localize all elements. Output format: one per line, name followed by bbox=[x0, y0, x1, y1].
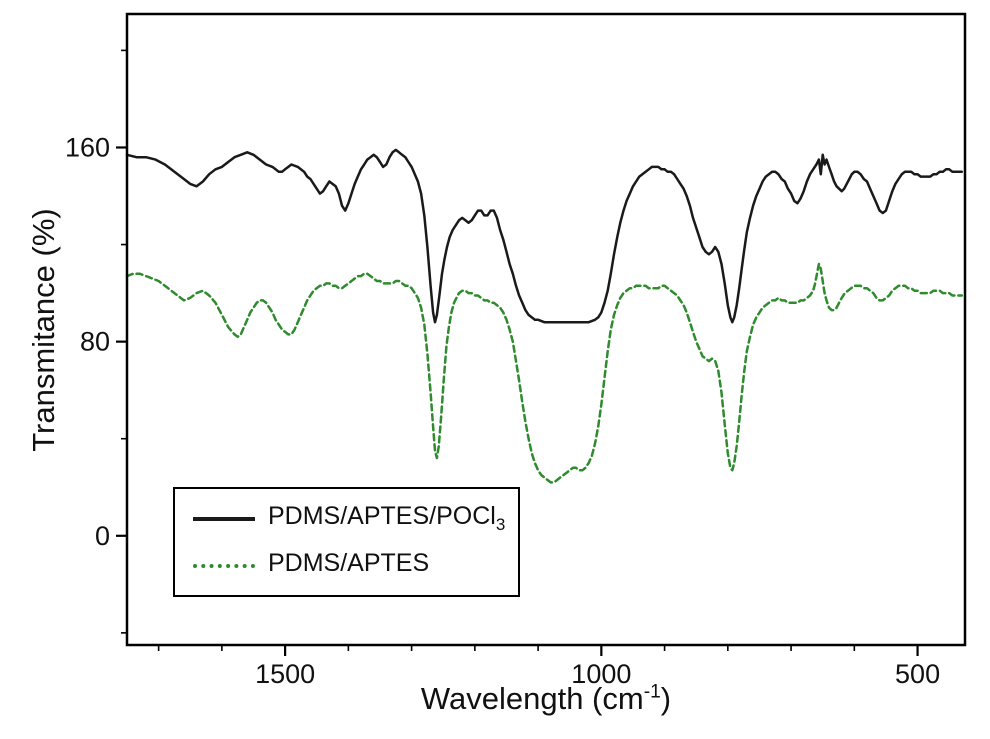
x-axis-label-text: Wavelength (cm bbox=[420, 681, 644, 716]
legend-item-pdms-aptes-pocl3: PDMS/APTES/POCl3 bbox=[193, 502, 518, 535]
x-tick-label: 1000 bbox=[571, 659, 631, 689]
x-axis-label-superscript: -1 bbox=[643, 681, 661, 703]
legend-item-pdms-aptes: PDMS/APTES bbox=[193, 549, 518, 582]
y-tick-label: 0 bbox=[95, 521, 110, 551]
legend-label-pdms-aptes: PDMS/APTES bbox=[268, 549, 429, 582]
x-tick-label: 500 bbox=[895, 659, 940, 689]
y-axis-label: Transmitance (%) bbox=[26, 208, 61, 452]
x-axis-label-close: ) bbox=[660, 681, 672, 716]
x-axis-label: Wavelength (cm-1) bbox=[127, 681, 965, 717]
legend: PDMS/APTES/POCl3 PDMS/APTES bbox=[173, 487, 520, 597]
y-tick-label: 160 bbox=[65, 132, 110, 162]
series-PDMS-APTES bbox=[125, 262, 964, 484]
legend-label-text: PDMS/APTES/POCl bbox=[268, 502, 496, 530]
plot-border bbox=[125, 12, 967, 647]
legend-label-text: PDMS/APTES bbox=[268, 549, 430, 577]
legend-label-pdms-aptes-pocl3: PDMS/APTES/POCl3 bbox=[268, 502, 505, 535]
y-tick-label: 80 bbox=[80, 327, 110, 357]
legend-line-sample-solid bbox=[193, 516, 255, 521]
legend-line-sample-dotted bbox=[193, 563, 255, 568]
x-tick-label: 1500 bbox=[255, 659, 315, 689]
legend-label-subscript: 3 bbox=[495, 515, 506, 534]
series-PDMS-APTES-POCl3 bbox=[125, 148, 964, 324]
